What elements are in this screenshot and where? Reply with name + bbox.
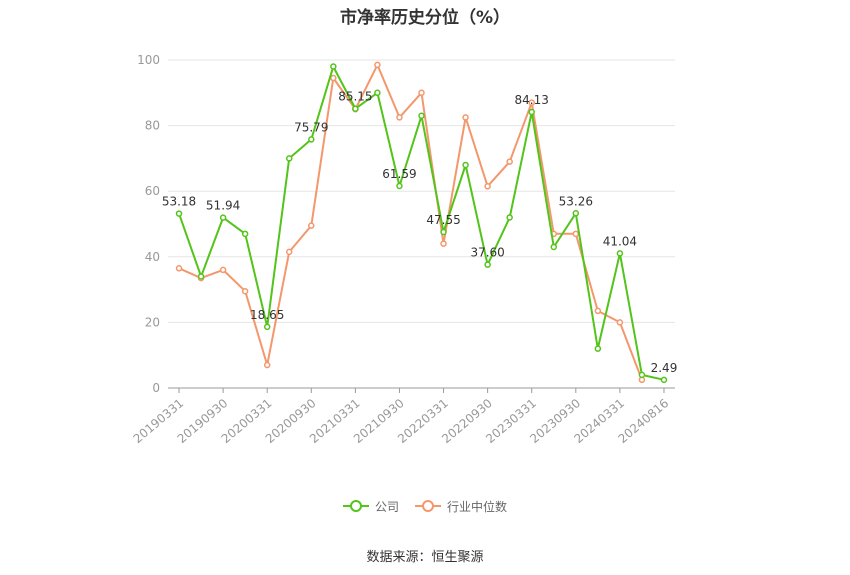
data-point-company (175, 210, 183, 217)
series-lines (175, 61, 668, 384)
data-point-industry-median (308, 222, 315, 229)
data-label: 53.26 (559, 194, 593, 208)
data-label: 61.59 (382, 167, 416, 181)
data-point-company (197, 273, 205, 280)
y-tick-label: 20 (145, 315, 160, 329)
y-tick-label: 60 (145, 184, 160, 198)
data-label: 47.55 (426, 213, 460, 227)
legend-label-company: 公司 (374, 499, 399, 514)
data-label: 41.04 (603, 234, 637, 248)
data-point-industry-median (506, 158, 513, 165)
data-point-industry-median (241, 287, 249, 295)
legend-company-marker-icon (342, 500, 369, 512)
y-tick-label: 40 (145, 250, 160, 264)
data-point-industry-median (219, 266, 227, 274)
data-point-company (219, 214, 227, 221)
data-point-industry-median (374, 61, 381, 69)
data-point-company (462, 161, 469, 169)
data-point-company (374, 89, 381, 97)
data-point-company (330, 63, 337, 70)
data-labels: 53.18 51.94 18.65 75.79 85.15 61.59 47.55 37.60… (162, 90, 677, 375)
data-point-company (440, 228, 447, 236)
data-label: 18.65 (250, 308, 284, 322)
data-point-industry-median (263, 361, 271, 369)
data-label: 53.18 (162, 195, 196, 209)
data-point-company (285, 155, 293, 162)
legend: 公司 行业中位数 (0, 496, 850, 516)
data-point-industry-median (175, 265, 183, 272)
data-label: 37.60 (470, 246, 504, 260)
data-label: 75.79 (294, 120, 328, 134)
data-point-industry-median (418, 89, 425, 97)
data-point-industry-median (594, 307, 602, 315)
data-point-company (263, 323, 271, 331)
data-point-company (308, 136, 315, 143)
legend-industry-marker-icon (415, 500, 441, 512)
data-point-company (396, 182, 403, 190)
data-point-company (352, 105, 359, 112)
data-point-industry-median (616, 319, 624, 326)
data-point-industry-median (440, 240, 447, 247)
data-point-industry-median (285, 248, 293, 256)
data-point-company (484, 261, 491, 268)
legend-label-industry-median: 行业中位数 (447, 499, 508, 514)
data-point-industry-median (528, 99, 535, 106)
data-point-company (660, 376, 668, 384)
series-line-industry-median (178, 63, 643, 381)
data-point-company (594, 345, 602, 352)
data-source: 数据来源：恒生聚源 (366, 550, 484, 565)
data-point-company (528, 108, 535, 116)
data-point-industry-median (330, 74, 337, 82)
chart-title: 市净率历史分位（%） (339, 8, 511, 28)
data-label: 51.94 (206, 199, 240, 213)
legend-item-company[interactable]: 公司 (342, 498, 399, 515)
data-point-industry-median (484, 183, 491, 190)
data-label: 84.13 (515, 93, 549, 107)
y-tick-label: 100 (137, 53, 160, 67)
data-point-company (418, 112, 425, 120)
y-tick-label: 0 (152, 381, 160, 395)
data-point-company (506, 214, 513, 221)
legend-item-industry-median[interactable]: 行业中位数 (415, 498, 507, 515)
data-point-industry-median (396, 114, 403, 121)
data-point-company (241, 230, 249, 238)
data-point-company (550, 243, 558, 251)
data-point-company (572, 210, 580, 217)
data-label: 2.49 (651, 361, 678, 375)
y-tick-label: 80 (145, 119, 160, 133)
grid-lines (168, 59, 675, 323)
data-point-industry-median (462, 114, 469, 121)
data-label: 85.15 (338, 90, 372, 104)
data-point-company (638, 371, 646, 379)
data-point-company (616, 250, 624, 257)
data-point-industry-median (572, 230, 580, 238)
